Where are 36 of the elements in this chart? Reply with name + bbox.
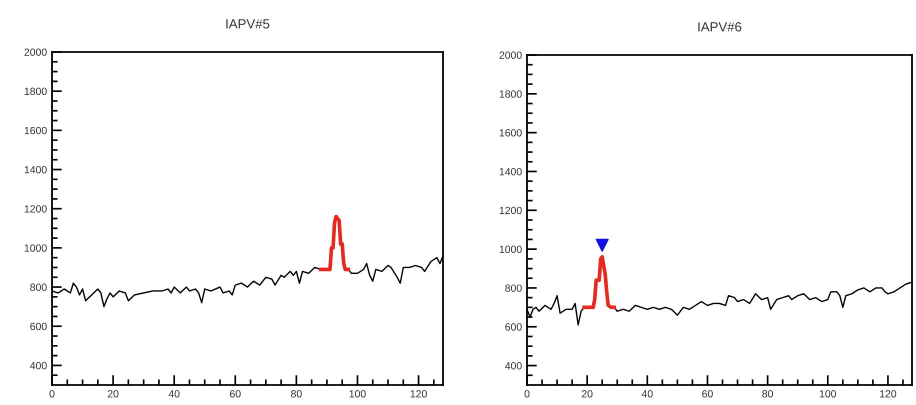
x-tick-label: 60	[230, 390, 241, 398]
x-tick-label: 0	[524, 390, 530, 398]
y-tick-label: 1200	[500, 206, 522, 214]
y-tick-label: 1000	[24, 244, 47, 252]
x-tick-label: 80	[291, 390, 302, 398]
y-tick-label: 600	[505, 323, 522, 331]
y-tick-label: 600	[30, 322, 47, 330]
y-tick-label: 1600	[500, 129, 522, 137]
y-tick-label: 1800	[500, 90, 522, 98]
x-tick-label: 20	[582, 390, 593, 398]
y-tick-label: 400	[30, 362, 47, 370]
y-tick-label: 1800	[24, 88, 47, 96]
y-tick-label: 1400	[24, 166, 47, 174]
x-tick-label: 0	[50, 390, 54, 398]
y-tick-label: 1200	[24, 205, 47, 213]
x-tick-label: 60	[702, 390, 713, 398]
chart-title: IAPV#6	[698, 22, 742, 32]
y-tick-label: 800	[30, 284, 47, 291]
chart-title: IAPV#5	[226, 19, 270, 29]
x-tick-label: 120	[880, 390, 896, 398]
x-tick-label: 40	[168, 390, 180, 398]
y-tick-label: 1000	[500, 246, 522, 253]
x-tick-label: 20	[108, 390, 118, 398]
y-tick-label: 400	[505, 362, 522, 370]
x-tick-label: 100	[820, 390, 836, 398]
x-tick-label: 40	[642, 390, 653, 398]
x-tick-label: 80	[762, 390, 774, 398]
y-tick-label: 1600	[24, 126, 47, 134]
line-series	[582, 255, 616, 310]
y-tick-label: 1400	[500, 168, 522, 176]
line-series	[319, 214, 350, 272]
y-tick-label: 2000	[24, 48, 47, 56]
y-tick-label: 800	[505, 284, 522, 292]
y-tick-label: 2000	[499, 52, 522, 59]
x-tick-label: 120	[410, 390, 427, 398]
x-tick-label: 100	[350, 390, 366, 398]
